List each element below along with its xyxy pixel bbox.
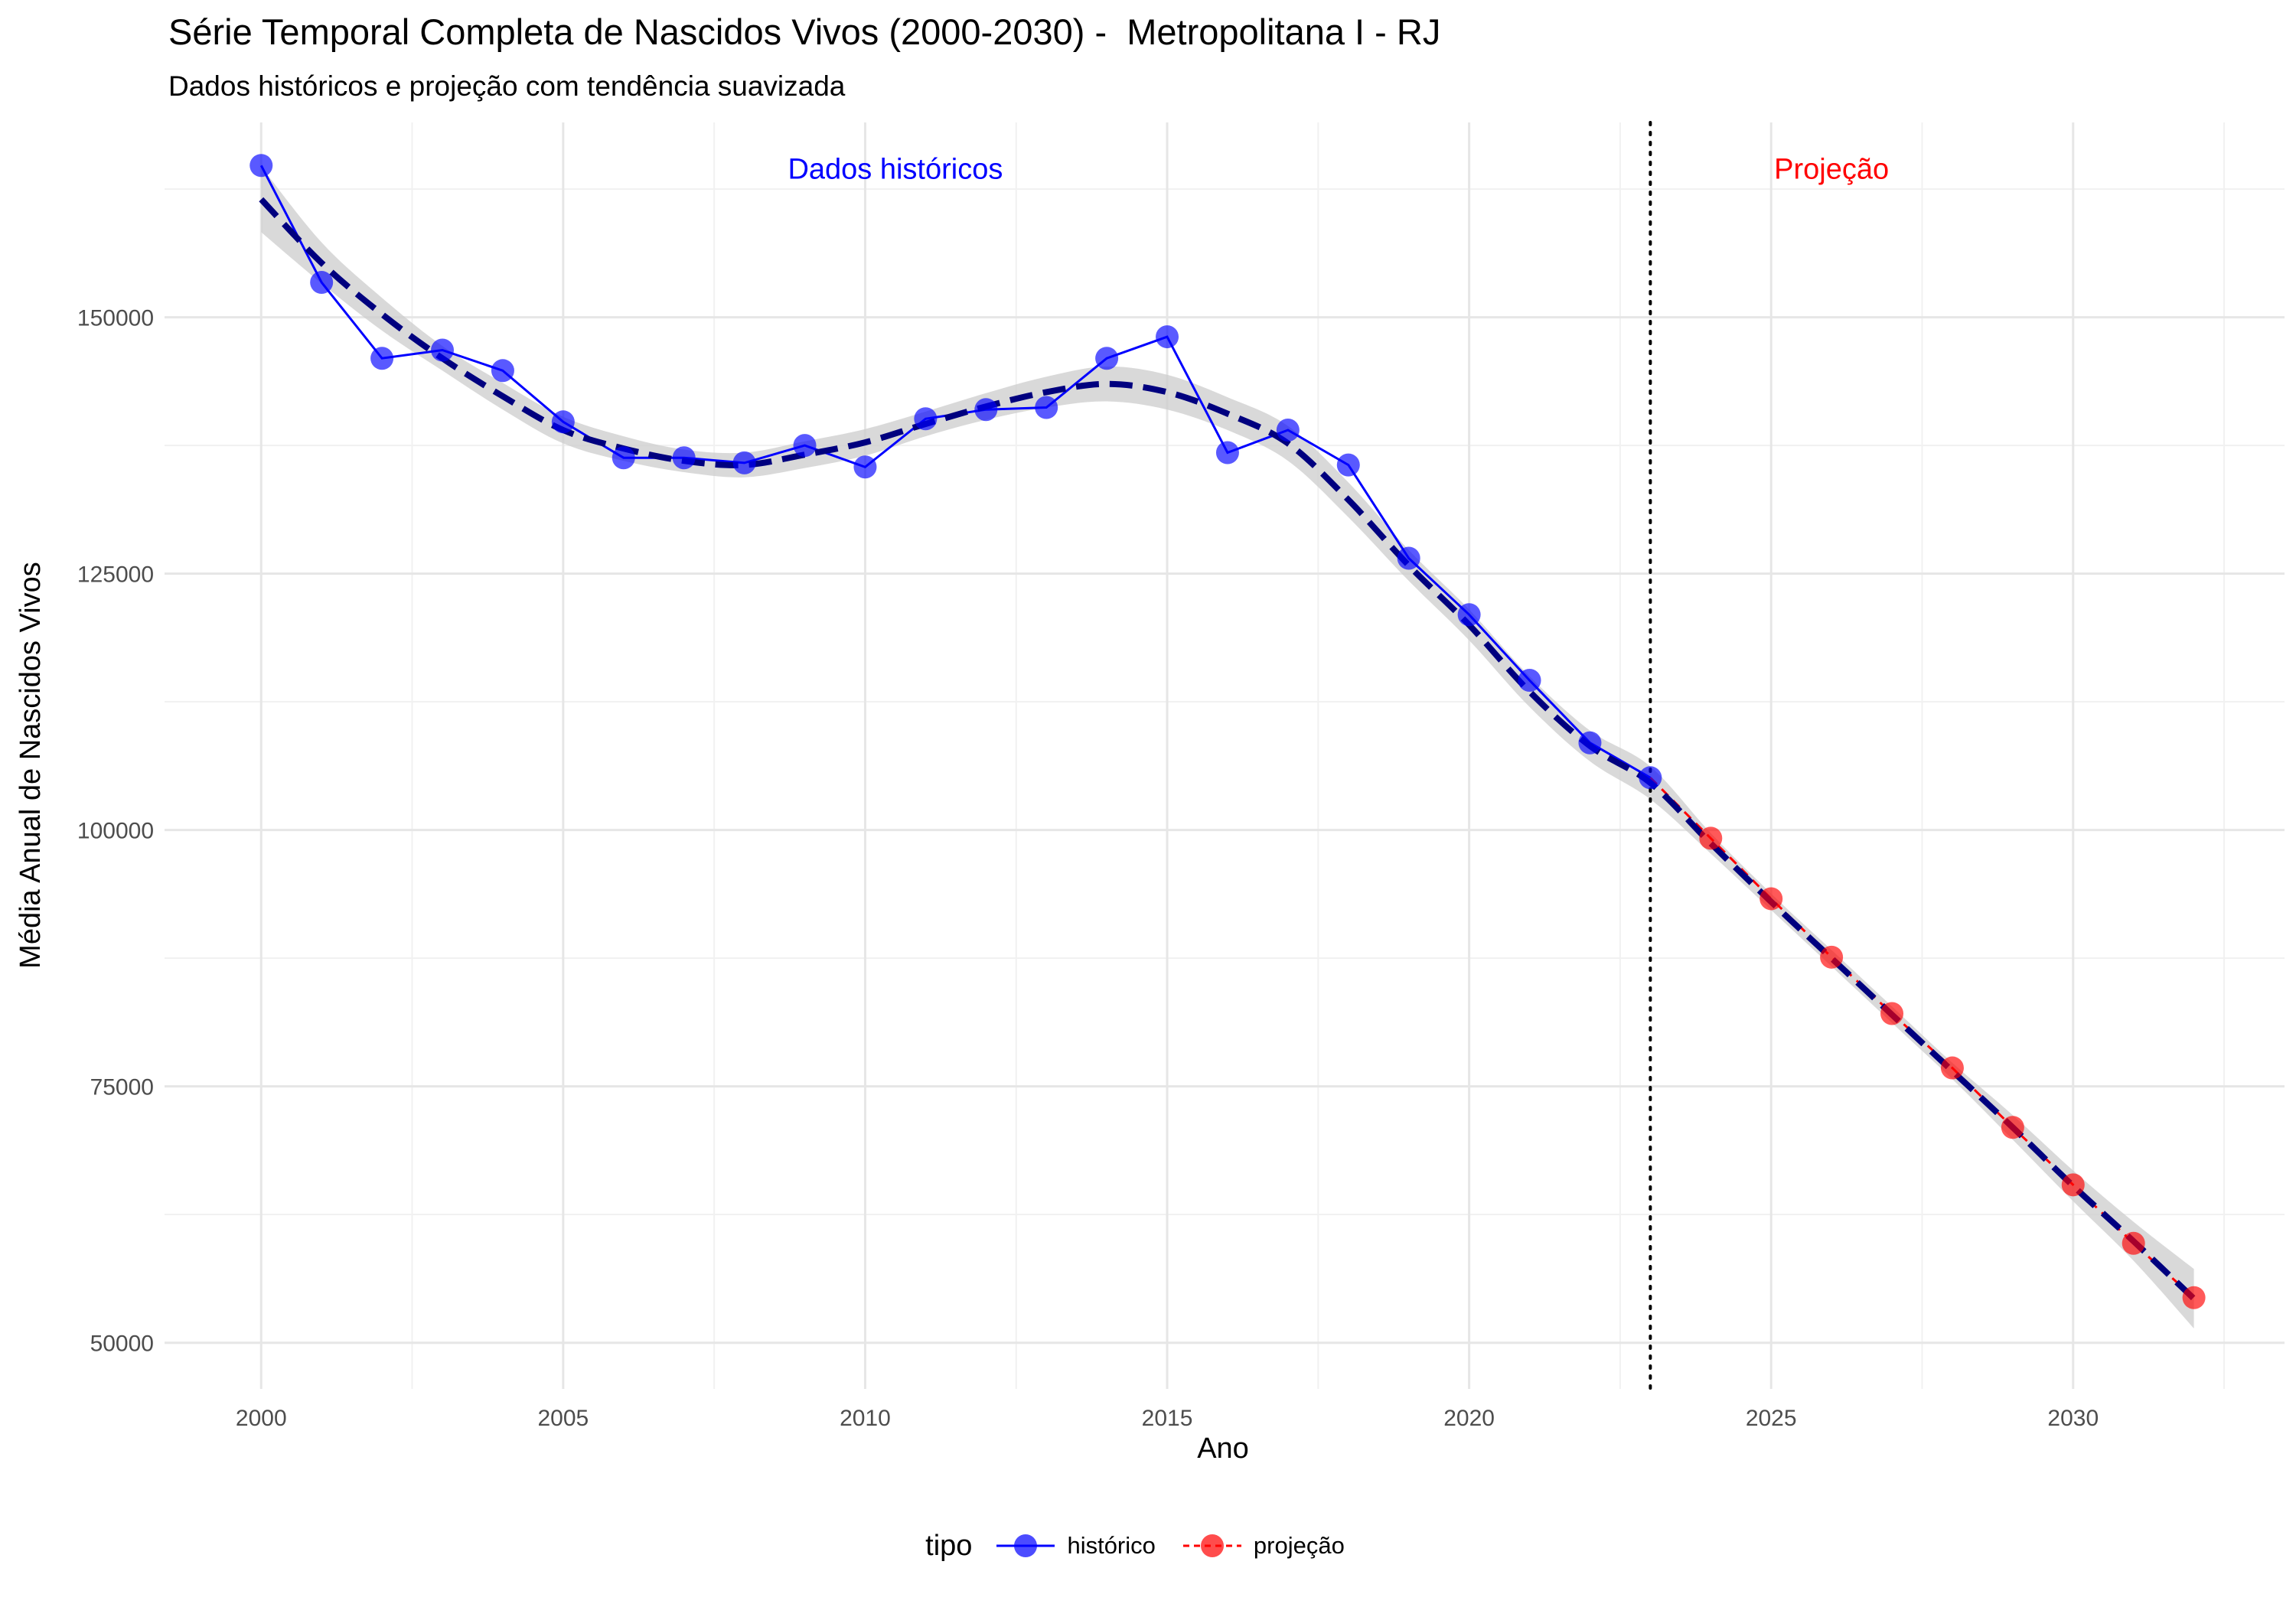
data-point-historico — [551, 410, 575, 434]
legend-item-projecao: projeção — [1182, 1530, 1345, 1561]
data-point-projecao — [2001, 1116, 2024, 1139]
axis-ticks: 2000 2005 2010 2015 2020 2025 2030 50000 75000 10… — [77, 306, 2099, 1431]
data-point-projecao — [2122, 1231, 2145, 1255]
legend-label-projecao: projeção — [1253, 1532, 1345, 1559]
data-point-projecao — [2061, 1173, 2085, 1197]
data-point-historico — [249, 154, 273, 178]
data-point-historico — [974, 398, 998, 422]
data-point-projecao — [1699, 826, 1723, 850]
data-point-projecao — [1880, 1002, 1904, 1025]
data-point-projecao — [1760, 887, 1783, 911]
data-point-historico — [853, 455, 877, 479]
data-point-historico — [612, 446, 635, 470]
legend-key-projecao — [1182, 1534, 1241, 1557]
y-tick-label: 100000 — [77, 819, 154, 844]
data-point-projecao — [2182, 1286, 2206, 1309]
data-point-historico — [1518, 669, 1541, 693]
chart-subtitle: Dados históricos e projeção com tendênci… — [168, 70, 846, 102]
y-tick-label: 125000 — [77, 562, 154, 588]
series-lines — [259, 165, 2195, 1299]
legend-item-historico: histórico — [995, 1530, 1156, 1561]
data-point-historico — [1639, 766, 1662, 790]
grid — [165, 122, 2285, 1389]
data-point-historico — [1035, 396, 1058, 419]
data-point-projecao — [1820, 945, 1844, 969]
data-point-historico — [1578, 731, 1602, 755]
data-point-historico — [310, 271, 334, 295]
x-tick-label: 2020 — [1443, 1406, 1495, 1431]
data-point-historico — [1276, 419, 1300, 442]
trend-line — [259, 197, 2197, 1301]
legend-label-historico: histórico — [1067, 1532, 1156, 1559]
x-tick-label: 2025 — [1746, 1406, 1797, 1431]
data-point-historico — [1156, 325, 1179, 349]
x-tick-label: 2030 — [2047, 1406, 2099, 1431]
y-tick-label: 75000 — [90, 1075, 154, 1100]
data-point-projecao — [1940, 1056, 1964, 1080]
data-point-historico — [431, 338, 455, 362]
chart-title: Série Temporal Completa de Nascidos Vivo… — [168, 11, 1441, 52]
data-point-historico — [1457, 603, 1481, 627]
data-point-historico — [491, 359, 514, 383]
y-tick-label: 50000 — [90, 1332, 154, 1357]
legend-title: tipo — [925, 1529, 973, 1562]
data-point-historico — [1095, 347, 1119, 370]
series-line-historico — [259, 165, 1652, 779]
y-tick-label: 150000 — [77, 306, 154, 331]
x-tick-label: 2005 — [537, 1406, 589, 1431]
x-tick-label: 2010 — [840, 1406, 891, 1431]
data-point-historico — [914, 407, 938, 431]
annotation-historico: Dados históricos — [788, 153, 1003, 185]
x-tick-label: 2015 — [1142, 1406, 1193, 1431]
trend-confidence-band — [261, 166, 2194, 1328]
data-point-historico — [370, 347, 394, 370]
legend: tipo histórico projeção — [0, 1523, 2296, 1569]
y-axis-title: Média Anual de Nascidos Vivos — [15, 562, 47, 969]
annotation-projecao: Projeção — [1774, 153, 1889, 185]
annotations: Dados históricos Projeção — [788, 153, 1889, 185]
data-point-historico — [732, 451, 756, 474]
data-point-historico — [1215, 441, 1239, 464]
data-points — [249, 154, 2206, 1309]
data-point-historico — [1336, 453, 1360, 477]
trend-line-group — [259, 197, 2197, 1301]
x-tick-label: 2000 — [236, 1406, 287, 1431]
data-point-historico — [672, 446, 696, 470]
data-point-historico — [793, 434, 817, 458]
legend-key-historico — [996, 1534, 1055, 1557]
x-axis-title: Ano — [1197, 1433, 1249, 1465]
trend-ribbon — [261, 166, 2194, 1328]
data-point-historico — [1397, 546, 1420, 570]
